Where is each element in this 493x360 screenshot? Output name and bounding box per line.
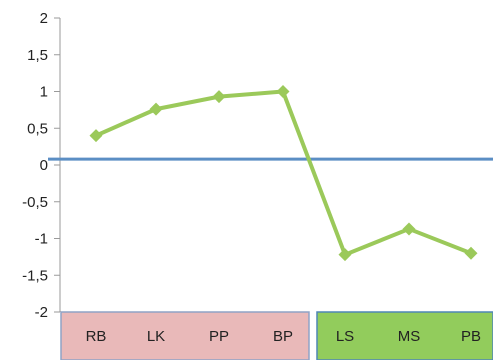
category-label-pb: PB (461, 328, 481, 345)
category-label-bp: BP (273, 328, 293, 345)
category-label-rb: RB (86, 328, 107, 345)
y-tick-label: 2 (40, 10, 48, 27)
data-point-pb (464, 246, 478, 260)
y-tick-label: 1,5 (27, 47, 48, 64)
category-group-box-1 (60, 311, 310, 360)
y-tick-label: -0,5 (22, 194, 48, 211)
y-axis: 2 1,5 1 0,5 0 -0,5 -1 -1,5 -2 (22, 10, 61, 321)
data-point-ms (402, 222, 416, 236)
data-point-bp (276, 85, 290, 98)
y-tick-label: -2 (35, 304, 48, 321)
y-tick-label: -1 (35, 231, 48, 248)
y-tick-label: 0,5 (27, 120, 48, 137)
category-label-pp: PP (209, 328, 229, 345)
y-tick-label: 0 (40, 157, 48, 174)
data-point-lk (149, 102, 163, 116)
category-group-box-2 (316, 311, 493, 360)
category-labels: RB LK PP BP LS MS PB (86, 328, 481, 345)
category-label-ms: MS (398, 328, 421, 345)
y-tick-label: 1 (40, 84, 48, 101)
category-label-ls: LS (336, 328, 354, 345)
category-label-lk: LK (147, 328, 165, 345)
data-point-pp (212, 90, 226, 104)
series-layer (89, 85, 478, 262)
data-point-rb (89, 129, 103, 143)
series-line (94, 89, 473, 257)
data-point-ls (338, 248, 352, 262)
category-group-boxes (60, 311, 493, 360)
y-tick-label: -1,5 (22, 267, 48, 284)
